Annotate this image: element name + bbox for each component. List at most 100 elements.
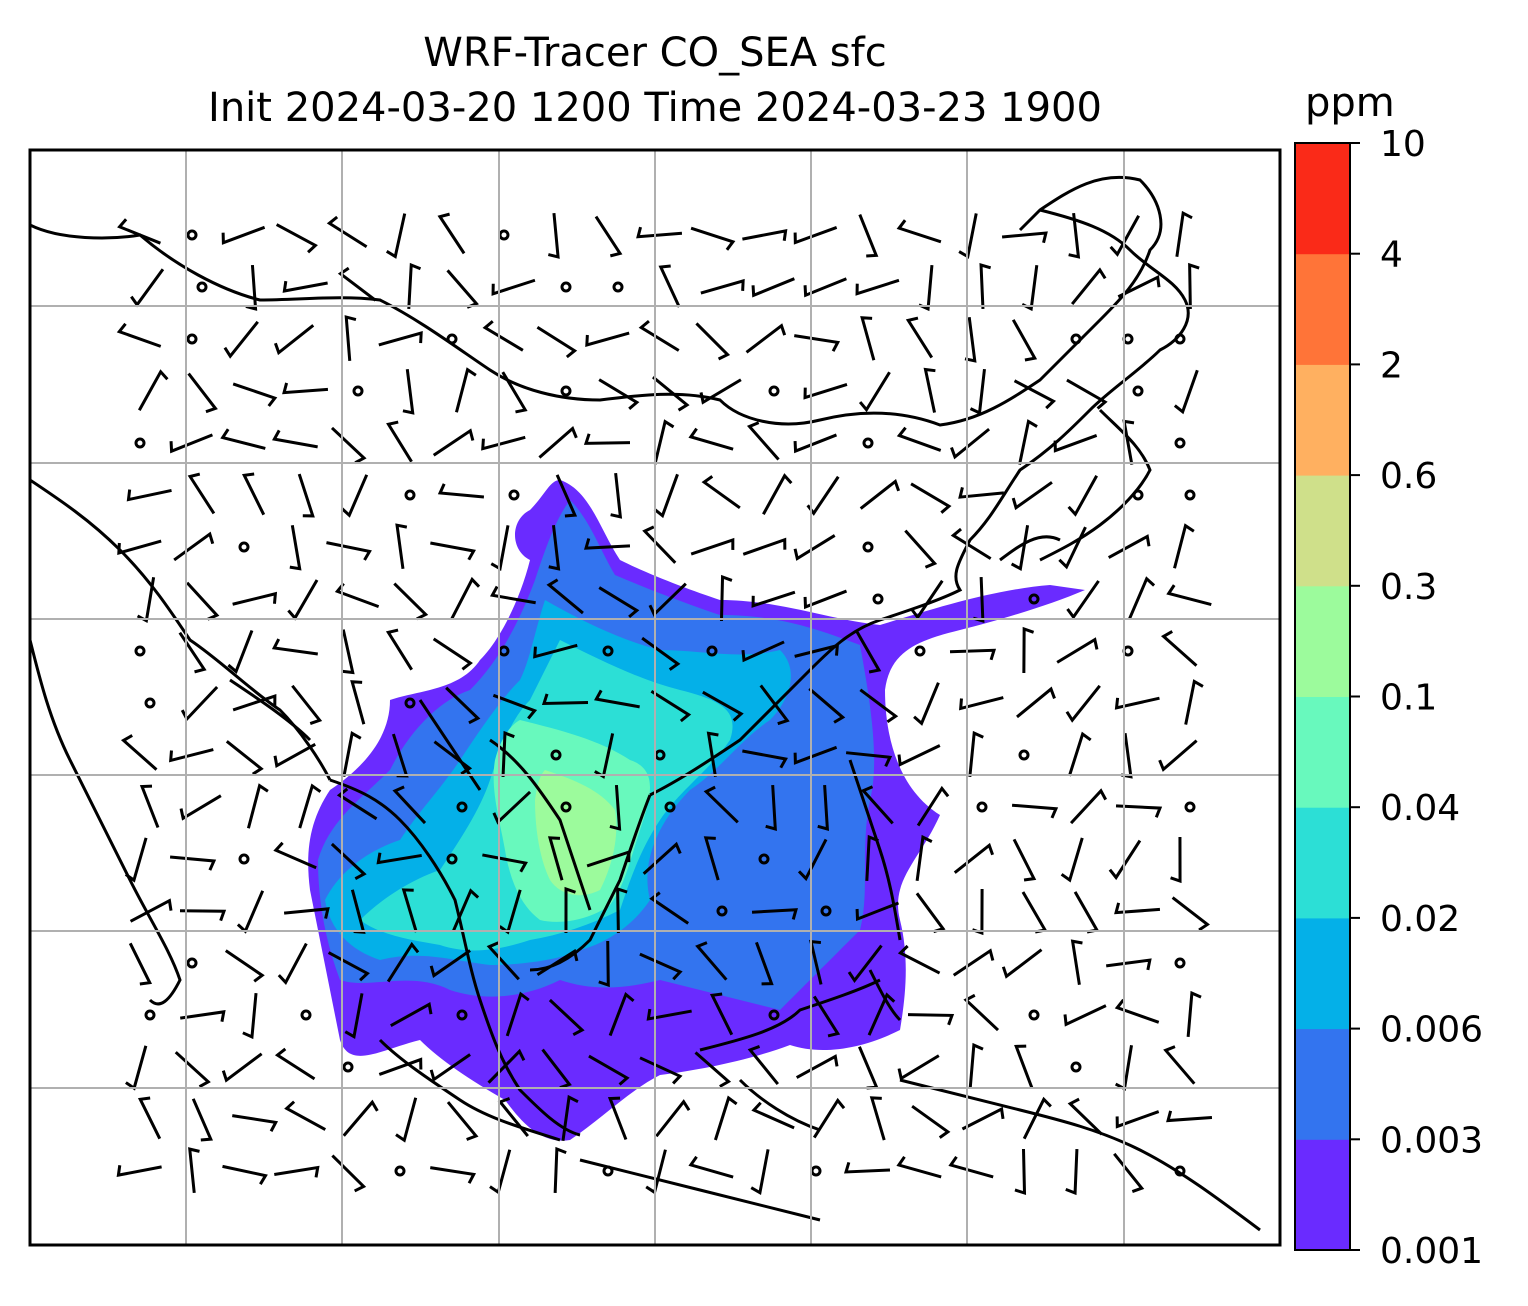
colorbar-band	[1295, 1028, 1350, 1140]
wind-barb	[350, 680, 366, 725]
wind-barb	[342, 731, 362, 777]
wind-barb	[179, 909, 227, 922]
wind-barb	[548, 524, 561, 571]
wind-barb	[658, 264, 681, 308]
wind-barb	[393, 582, 429, 621]
wind-barb	[501, 730, 515, 778]
wind-barb	[437, 483, 485, 499]
wind-barb	[867, 992, 896, 1036]
wind-barb	[812, 995, 841, 1038]
wind-barb	[1058, 526, 1087, 570]
wind-barb	[376, 852, 422, 865]
wind-barb	[762, 473, 793, 515]
wind-barb	[116, 1165, 162, 1178]
wind-barb	[298, 783, 322, 829]
wind-barb	[594, 733, 615, 779]
wind-barb	[865, 834, 880, 882]
wind-barb	[897, 744, 941, 767]
wind-barb	[129, 898, 173, 923]
wind-barbs	[116, 210, 1213, 1196]
wind-barb	[646, 1008, 692, 1021]
calm-wind-marker	[716, 905, 728, 917]
wind-barb	[1070, 939, 1083, 985]
wind-barb	[1070, 267, 1107, 306]
wind-barb	[273, 743, 316, 768]
wind-barb	[642, 525, 677, 564]
wind-barb	[180, 685, 219, 722]
wind-barb	[584, 538, 631, 550]
wind-barb	[742, 537, 787, 556]
wind-barb	[793, 433, 838, 454]
calm-wind-marker	[404, 489, 416, 501]
wind-barb	[858, 1046, 879, 1090]
calm-wind-marker	[134, 645, 146, 657]
wind-barb	[445, 686, 481, 725]
wind-barb	[137, 1096, 162, 1140]
wind-barb	[916, 785, 950, 827]
calm-wind-marker	[1174, 333, 1186, 345]
wind-barb	[274, 1165, 320, 1178]
wind-barb	[1022, 626, 1035, 674]
wind-barb	[1011, 803, 1059, 819]
coastline-east-asia	[649, 208, 1190, 797]
calm-wind-marker	[186, 333, 198, 345]
wind-barb	[1065, 1148, 1079, 1196]
wind-barb	[1067, 1097, 1103, 1136]
wind-barb	[241, 472, 266, 516]
wind-barb	[803, 382, 848, 400]
calm-wind-marker	[404, 697, 416, 709]
map-title: WRF-Tracer CO_SEA sfc	[423, 30, 887, 76]
wind-barb	[1013, 379, 1057, 410]
wind-barb	[272, 429, 318, 449]
calm-wind-marker	[1122, 333, 1134, 345]
wind-barb	[750, 1149, 770, 1195]
wind-barb	[429, 1053, 471, 1082]
wind-barb	[639, 952, 683, 981]
wind-barb	[653, 419, 675, 465]
wind-barb	[1063, 1004, 1107, 1027]
colorbar-band	[1295, 253, 1350, 365]
wind-barb	[1113, 1152, 1145, 1193]
wind-barb	[498, 889, 522, 935]
wind-barb	[1120, 732, 1133, 779]
wind-barb	[695, 941, 728, 981]
wind-barb	[139, 784, 160, 829]
wind-barb	[1011, 319, 1038, 362]
calm-wind-marker	[550, 749, 562, 761]
colorbar-unit-label: ppm	[1305, 80, 1395, 126]
calm-wind-marker	[456, 801, 468, 813]
calm-wind-marker	[238, 853, 250, 865]
wind-barb	[918, 264, 934, 312]
wind-barb	[336, 787, 378, 821]
wind-barb	[169, 855, 217, 871]
wind-barb	[638, 319, 680, 352]
wind-barb	[843, 1161, 891, 1174]
wind-barb	[1001, 948, 1043, 979]
wind-barb	[1115, 804, 1163, 818]
wind-barb	[1107, 534, 1151, 559]
colorbar-band	[1295, 917, 1350, 1030]
wind-barb	[395, 1097, 418, 1143]
wind-barb	[223, 320, 259, 359]
wind-barb	[653, 473, 679, 519]
wind-barb	[742, 749, 788, 769]
wind-barb	[186, 581, 220, 621]
wind-barb	[536, 326, 578, 359]
wind-barb	[598, 378, 640, 410]
calm-wind-marker	[560, 281, 572, 293]
wind-barb	[283, 907, 330, 919]
wind-barb	[455, 367, 477, 413]
wind-barb	[616, 886, 628, 934]
wind-barb	[564, 886, 576, 934]
wind-barb	[222, 1164, 268, 1185]
wind-barb	[169, 748, 214, 763]
wind-barb	[220, 428, 266, 450]
wind-barb	[187, 372, 218, 414]
wind-barb	[869, 1096, 886, 1141]
wind-barb	[221, 1052, 263, 1083]
wind-barb	[655, 1099, 691, 1138]
calm-wind-marker	[446, 853, 458, 865]
wind-barb	[1073, 891, 1100, 934]
wind-barb	[385, 213, 407, 259]
wind-barb	[797, 838, 828, 882]
